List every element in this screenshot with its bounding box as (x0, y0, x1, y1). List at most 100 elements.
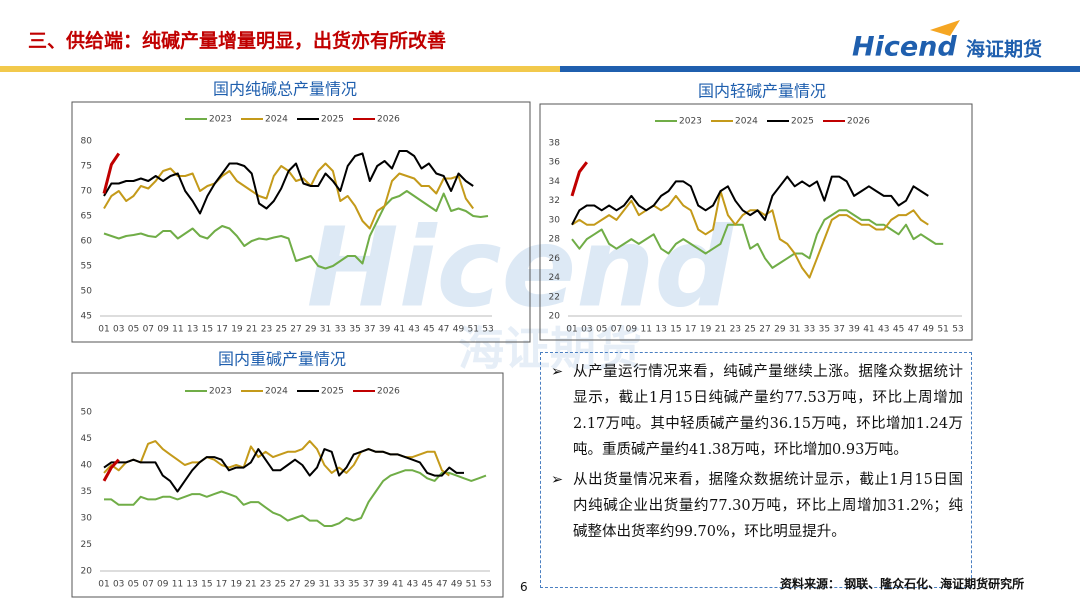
y-tick-label: 30 (549, 215, 561, 225)
x-tick-label: 21 (245, 580, 256, 590)
series-line (102, 152, 121, 194)
x-tick-label: 11 (172, 580, 183, 590)
x-tick-label: 53 (480, 580, 491, 590)
x-tick-label: 39 (379, 325, 391, 335)
x-tick-label: 29 (774, 325, 786, 335)
x-tick-label: 03 (113, 580, 124, 590)
header-bar-blue (560, 66, 1080, 72)
x-tick-label: 25 (276, 325, 287, 335)
legend-label: 2025 (321, 387, 344, 397)
series-line (570, 161, 588, 197)
x-tick-label: 17 (216, 580, 227, 590)
x-tick-label: 29 (304, 580, 316, 590)
x-tick-label: 27 (289, 580, 300, 590)
chart-frame (539, 103, 973, 341)
x-tick-label: 17 (216, 325, 227, 335)
legend-label: 2023 (679, 117, 702, 127)
y-tick-label: 24 (549, 273, 561, 283)
y-tick-label: 30 (81, 514, 93, 524)
x-tick-label: 43 (878, 325, 889, 335)
y-tick-label: 32 (549, 196, 560, 206)
x-tick-label: 05 (596, 325, 607, 335)
legend-label: 2024 (265, 115, 288, 125)
y-tick-label: 20 (81, 567, 93, 577)
x-tick-label: 49 (923, 325, 935, 335)
y-tick-label: 38 (549, 139, 561, 149)
x-tick-label: 51 (468, 325, 479, 335)
chart-title: 国内纯碱总产量情况 (213, 80, 357, 99)
x-tick-label: 35 (349, 325, 360, 335)
legend-label: 2026 (847, 117, 870, 127)
x-tick-label: 13 (655, 325, 666, 335)
y-tick-label: 50 (81, 287, 93, 297)
x-tick-label: 45 (893, 325, 904, 335)
x-tick-label: 15 (202, 325, 213, 335)
x-tick-label: 21 (246, 325, 257, 335)
series-line (103, 190, 489, 270)
x-tick-label: 43 (408, 325, 419, 335)
x-tick-label: 45 (423, 325, 434, 335)
y-tick-label: 55 (81, 262, 92, 272)
x-tick-label: 31 (319, 580, 330, 590)
x-tick-label: 15 (670, 325, 681, 335)
x-tick-label: 23 (730, 325, 741, 335)
x-tick-label: 37 (834, 325, 845, 335)
x-tick-label: 07 (611, 325, 622, 335)
chart-title: 国内重碱产量情况 (218, 350, 346, 369)
x-tick-label: 27 (290, 325, 301, 335)
x-tick-label: 51 (937, 325, 948, 335)
y-tick-label: 26 (549, 254, 561, 264)
page-number: 6 (520, 580, 528, 594)
x-tick-label: 09 (157, 325, 169, 335)
x-tick-label: 31 (320, 325, 331, 335)
chart-frame (71, 372, 504, 598)
series-line (571, 175, 929, 226)
series-line (103, 150, 474, 215)
x-tick-label: 13 (187, 325, 198, 335)
x-tick-label: 53 (482, 325, 493, 335)
x-tick-label: 23 (261, 325, 272, 335)
logo-mark (930, 20, 960, 36)
x-tick-label: 47 (908, 325, 919, 335)
x-tick-label: 19 (231, 580, 243, 590)
x-tick-label: 25 (744, 325, 755, 335)
x-tick-label: 15 (201, 580, 212, 590)
legend-label: 2023 (209, 115, 232, 125)
x-tick-label: 29 (305, 325, 317, 335)
y-tick-label: 80 (81, 137, 93, 147)
y-tick-label: 60 (81, 237, 93, 247)
slide-title: 三、供给端：纯碱产量增量明显，出货亦有所改善 (28, 29, 446, 52)
x-tick-label: 45 (422, 580, 433, 590)
y-tick-label: 35 (81, 487, 92, 497)
x-tick-label: 51 (466, 580, 477, 590)
x-tick-label: 07 (143, 325, 154, 335)
x-tick-label: 11 (641, 325, 652, 335)
series-line (102, 458, 120, 482)
legend-label: 2025 (791, 117, 814, 127)
x-tick-label: 01 (98, 325, 109, 335)
x-tick-label: 05 (128, 580, 139, 590)
chart-title: 国内轻碱产量情况 (698, 82, 826, 101)
logo-cn: 海证期货 (966, 38, 1042, 61)
bullet: 从产量运行情况来看，纯碱产量继续上涨。据隆众数据统计显示，截止1月15日纯碱产量… (549, 359, 963, 463)
bullet: 从出货量情况来看，据隆众数据统计显示，截止1月15日国内纯碱企业出货量约77.3… (549, 467, 963, 545)
x-tick-label: 47 (438, 325, 449, 335)
x-tick-label: 09 (626, 325, 638, 335)
legend-label: 2023 (209, 387, 232, 397)
series-line (104, 469, 487, 527)
x-tick-label: 35 (348, 580, 359, 590)
y-tick-label: 20 (549, 312, 561, 322)
x-tick-label: 23 (260, 580, 271, 590)
y-tick-label: 25 (81, 540, 92, 550)
x-tick-label: 39 (377, 580, 389, 590)
x-tick-label: 07 (142, 580, 153, 590)
y-tick-label: 75 (81, 162, 92, 172)
x-tick-label: 01 (98, 580, 109, 590)
x-tick-label: 17 (685, 325, 696, 335)
y-tick-label: 34 (549, 177, 561, 187)
x-tick-label: 11 (172, 325, 183, 335)
x-tick-label: 19 (700, 325, 712, 335)
x-tick-label: 37 (363, 580, 374, 590)
